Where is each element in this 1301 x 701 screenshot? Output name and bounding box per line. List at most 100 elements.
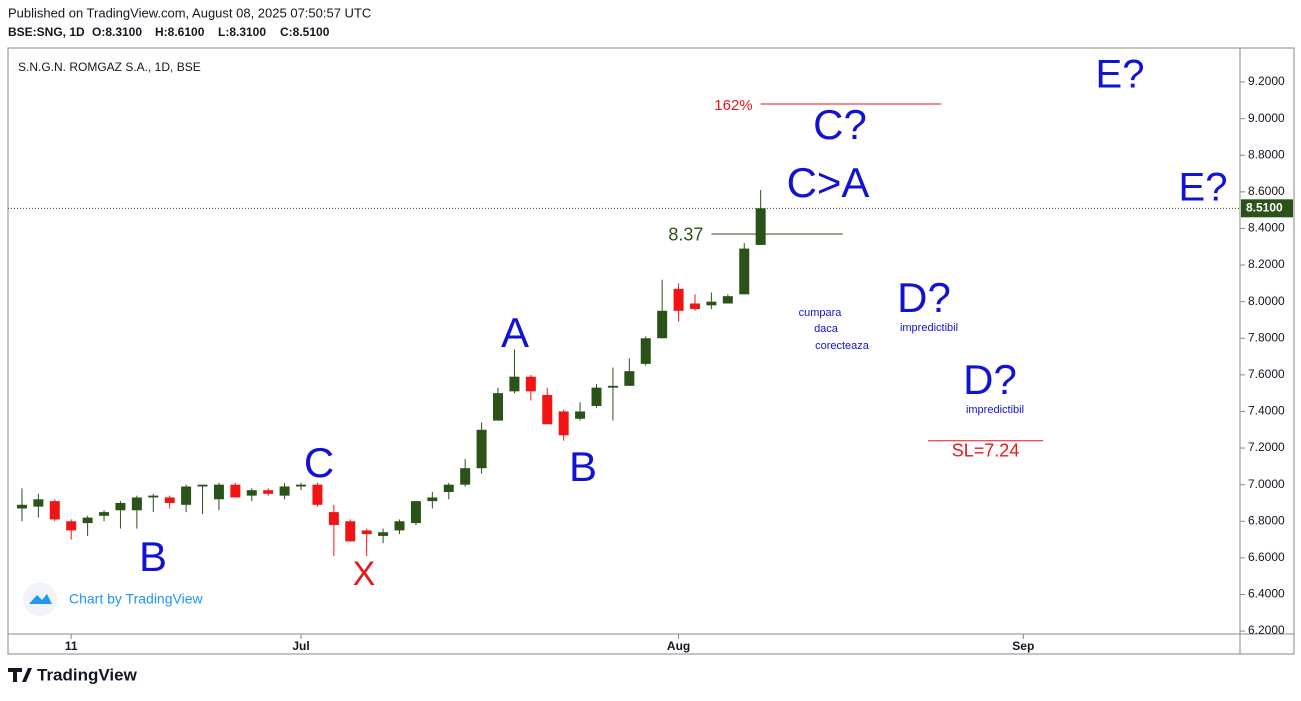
y-tick-label: 6.6000	[1248, 550, 1285, 564]
candle-body	[345, 521, 356, 542]
candle-body	[410, 501, 421, 524]
candle-body	[328, 512, 339, 525]
x-tick-label: Aug	[667, 639, 690, 653]
candle-body	[476, 429, 487, 469]
y-tick-label: 8.2000	[1248, 257, 1285, 271]
candle-body	[509, 376, 520, 392]
candle-body	[230, 484, 241, 498]
level-label: 162%	[714, 97, 752, 114]
annotation: A	[501, 309, 529, 356]
annotation: D?	[963, 356, 1017, 403]
candle-body	[148, 495, 159, 498]
candle-body	[640, 338, 651, 364]
candle-body	[689, 303, 700, 309]
candle-body	[706, 301, 717, 306]
annotation: B	[569, 443, 597, 490]
y-tick-label: 8.8000	[1248, 147, 1285, 161]
candle-body	[312, 484, 323, 505]
watermark-icon-shape	[29, 594, 52, 604]
candle-body	[624, 371, 635, 386]
candle-body	[296, 484, 307, 487]
annotation: impredictibil	[900, 322, 958, 334]
y-tick-label: 7.0000	[1248, 477, 1285, 491]
annotation: C>A	[787, 159, 870, 206]
candle-body	[115, 502, 126, 511]
y-tick-label: 7.8000	[1248, 330, 1285, 344]
candle-body	[755, 208, 766, 245]
frame	[7, 47, 1295, 655]
symbol: BSE:SNG, 1D	[8, 25, 85, 39]
candle-body	[443, 484, 454, 492]
annotation: X	[353, 555, 376, 593]
last-price-box	[1241, 199, 1293, 218]
annotation: E?	[1096, 53, 1145, 97]
candle-body	[558, 411, 569, 436]
candle-body	[82, 517, 93, 524]
annotation: B	[139, 533, 167, 580]
annotation: corecteaza	[815, 340, 870, 352]
candle-body	[607, 385, 618, 388]
x-tick-label: 11	[65, 639, 78, 653]
candle-body	[66, 521, 77, 531]
ohlc-close: C:8.5100	[280, 25, 330, 39]
x-tick-label: Sep	[1012, 639, 1034, 653]
y-tick-label: 9.0000	[1248, 111, 1285, 125]
annotation: D?	[897, 274, 951, 321]
candle-body	[99, 512, 110, 516]
candle-body	[657, 310, 668, 339]
annotation: E?	[1179, 166, 1228, 210]
chart-title: S.N.G.N. ROMGAZ S.A., 1D, BSE	[18, 60, 201, 74]
y-tick-label: 6.4000	[1248, 587, 1285, 601]
candle-body	[493, 393, 504, 421]
candle-body	[361, 530, 372, 535]
logo: TradingView	[37, 665, 138, 684]
candle-body	[263, 490, 274, 494]
level-label: 8.37	[668, 225, 703, 245]
candle-body	[427, 497, 438, 502]
candle-body	[739, 248, 750, 295]
y-tick-label: 6.8000	[1248, 513, 1285, 527]
y-tick-label: 6.2000	[1248, 623, 1285, 637]
candle-body	[33, 499, 44, 507]
annotation: daca	[814, 323, 839, 335]
ohlc-high: H:8.6100	[155, 25, 205, 39]
y-tick-label: 8.0000	[1248, 294, 1285, 308]
candle-body	[525, 376, 536, 392]
candle-body	[131, 497, 142, 511]
candle-body	[591, 387, 602, 406]
published: Published on TradingView.com, August 08,…	[8, 5, 371, 20]
annotation: C?	[813, 101, 867, 148]
annotation: impredictibil	[966, 404, 1024, 416]
y-tick-label: 8.6000	[1248, 184, 1285, 198]
candle-body	[16, 504, 27, 509]
candle-body	[181, 486, 192, 505]
candle-body	[197, 484, 208, 487]
annotation: C	[304, 439, 334, 486]
ohlc-low: L:8.3100	[218, 25, 266, 39]
candle-body	[575, 411, 586, 419]
candle-body	[460, 468, 471, 485]
logo-icon	[8, 668, 32, 682]
candle-body	[673, 288, 684, 311]
annotation: cumpara	[799, 307, 843, 319]
candle-body	[279, 486, 290, 496]
annotations: E? C? C>A E? cumpara daca corecteaza D? …	[139, 53, 1227, 593]
y-tick-label: 9.2000	[1248, 74, 1285, 88]
ohlc-open: O:8.3100	[92, 25, 142, 39]
watermark: Chart by TradingView	[69, 591, 203, 607]
y-tick-label: 7.2000	[1248, 440, 1285, 454]
candle-body	[722, 296, 733, 304]
candle-body	[164, 497, 175, 503]
y-tick-label: 8.4000	[1248, 221, 1285, 235]
candle-body	[246, 490, 257, 496]
candle-body	[394, 521, 405, 531]
candle-body	[213, 484, 224, 500]
level-label: SL=7.24	[952, 440, 1020, 460]
candle-body	[49, 501, 60, 520]
candle-body	[542, 394, 553, 425]
candle-body	[378, 532, 389, 536]
y-tick-label: 7.4000	[1248, 404, 1285, 418]
x-tick-label: Jul	[292, 639, 309, 653]
last-price-label: 8.5100	[1246, 200, 1283, 214]
